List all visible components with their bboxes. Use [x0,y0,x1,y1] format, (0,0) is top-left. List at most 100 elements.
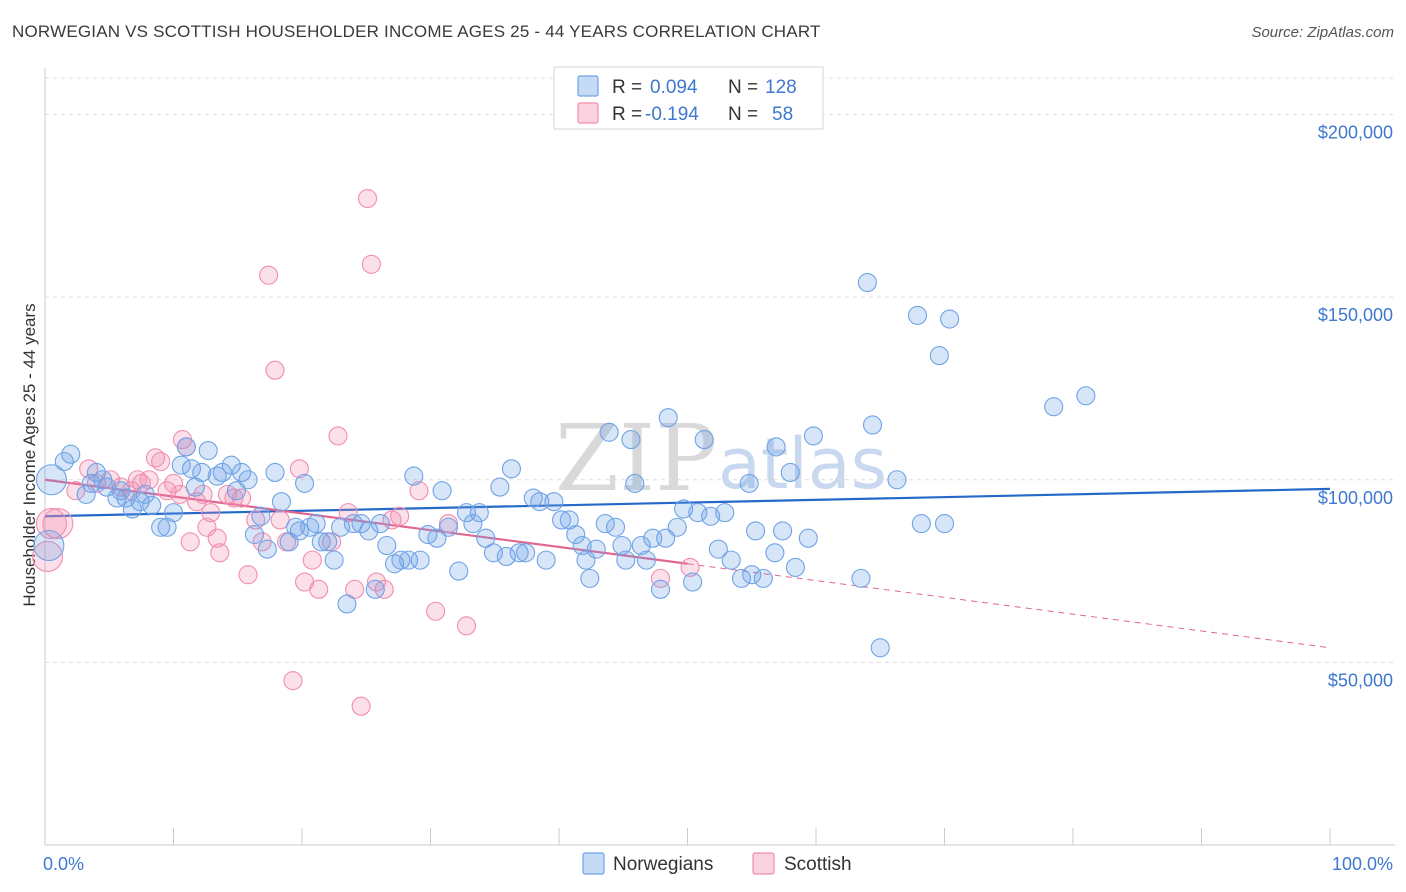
y-tick-label-1: $100,000 [1318,488,1393,508]
norwegians-point-16 [151,517,171,537]
norwegians-point-118 [851,568,871,588]
y-axis-label: Householder Income Ages 25 - 44 years [20,303,39,606]
norwegians-point-37 [286,517,306,537]
scottish-point-39 [309,579,329,599]
watermark-atlas: atlas [718,423,887,505]
norwegians-point-119 [857,272,877,293]
norwegians-point-85 [599,422,619,442]
norwegians-point-38 [289,521,309,541]
norwegians-point-104 [715,503,735,523]
norwegians-point-105 [721,550,741,570]
norwegians-point-122 [887,470,907,490]
norwegians-point-45 [330,517,351,537]
norwegians-point-84 [595,514,615,534]
norwegians-point-74 [530,492,550,512]
norwegians-point-43 [318,532,338,552]
scottish-point-35 [283,671,303,691]
norwegians-point-106 [731,568,752,588]
scottish-point-26 [224,488,244,508]
norwegians-point-68 [490,477,510,497]
scottish-points [32,188,700,716]
scottish-point-2 [66,481,86,501]
norwegians-point-97 [667,517,687,537]
norwegians-point-102 [701,506,721,526]
norwegians-point-24 [198,440,218,461]
scottish-point-10 [139,470,159,490]
norwegians-point-57 [410,550,430,570]
scottish-point-0 [32,540,64,573]
scottish-point-18 [180,532,200,552]
norwegians-point-80 [572,535,592,556]
scottish-point-55 [650,568,671,588]
norwegians-point-21 [181,459,202,479]
norwegians-point-23 [192,462,212,483]
norwegians-point-113 [773,521,793,541]
norwegians-point-112 [766,437,786,457]
norwegians-point-110 [753,568,773,588]
norwegians-point-49 [359,521,379,541]
norwegians-point-76 [544,492,564,512]
legend-r-label-1: R = [612,77,642,98]
legend-swatch-scottish [577,102,599,124]
norwegians-point-72 [516,543,536,563]
legend-n-label-2: N = [728,104,758,125]
norwegians-point-70 [501,459,522,479]
series-legend: Norwegians Scottish [582,852,852,875]
norwegians-point-34 [265,462,285,483]
scottish-point-50 [390,506,410,526]
norwegians-point-91 [631,535,651,556]
norwegians-point-65 [469,503,489,523]
norwegians-point-71 [509,543,529,563]
norwegians-point-90 [625,473,645,493]
norwegians-point-32 [251,506,271,526]
norwegians-point-56 [404,466,424,486]
norwegians-point-117 [803,426,823,446]
norwegians-point-116 [798,528,818,548]
norwegians-point-128 [1044,397,1064,417]
norwegians-point-29 [232,462,252,483]
scottish-point-38 [302,550,322,570]
bottom-legend-scottish: Scottish [784,854,852,875]
norwegians-point-5 [81,473,101,493]
scottish-point-13 [157,481,177,501]
scottish-point-45 [357,188,378,209]
norwegians-point-47 [343,514,363,534]
norwegians-point-31 [244,524,265,545]
scottish-point-41 [328,426,348,446]
scottish-point-28 [238,565,258,585]
norwegians-point-83 [586,539,606,559]
norwegians-point-88 [616,550,636,570]
scottish-point-11 [145,448,166,468]
legend-box [553,66,824,130]
legend-swatch-norwegians [577,75,599,97]
scottish-point-20 [193,484,213,504]
norwegians-point-61 [438,517,459,537]
norwegians-point-98 [674,499,694,519]
scottish-point-47 [366,572,387,592]
norwegians-point-79 [566,524,586,545]
norwegians-point-69 [496,546,516,567]
norwegians-point-89 [621,430,641,450]
norwegians-point-41 [306,514,326,534]
scottish-point-51 [409,481,429,501]
scottish-point-19 [187,492,207,512]
norwegians-point-54 [391,550,411,570]
x-tick-label-1: 100.0% [1332,854,1393,874]
norwegians-point-94 [650,579,671,599]
norwegians-point-103 [708,539,728,559]
legend-n-label-1: N = [728,77,758,98]
norwegians-point-28 [226,481,247,501]
norwegians-point-124 [911,514,931,534]
norwegians-point-108 [742,565,762,585]
y-tick-labels: $50,000 $100,000 $150,000 $200,000 [1318,123,1393,691]
norwegians-point-114 [780,462,800,483]
y-tick-label-3: $200,000 [1318,123,1393,143]
legend-n-value-1: 128 [765,77,797,98]
norwegians-point-127 [940,309,960,329]
watermark-zip: ZIP [555,405,717,512]
norwegians-point-92 [636,550,656,570]
legend-n-value-2: 58 [772,104,793,125]
norwegians-point-48 [351,514,371,534]
norwegians-point-19 [171,455,191,475]
